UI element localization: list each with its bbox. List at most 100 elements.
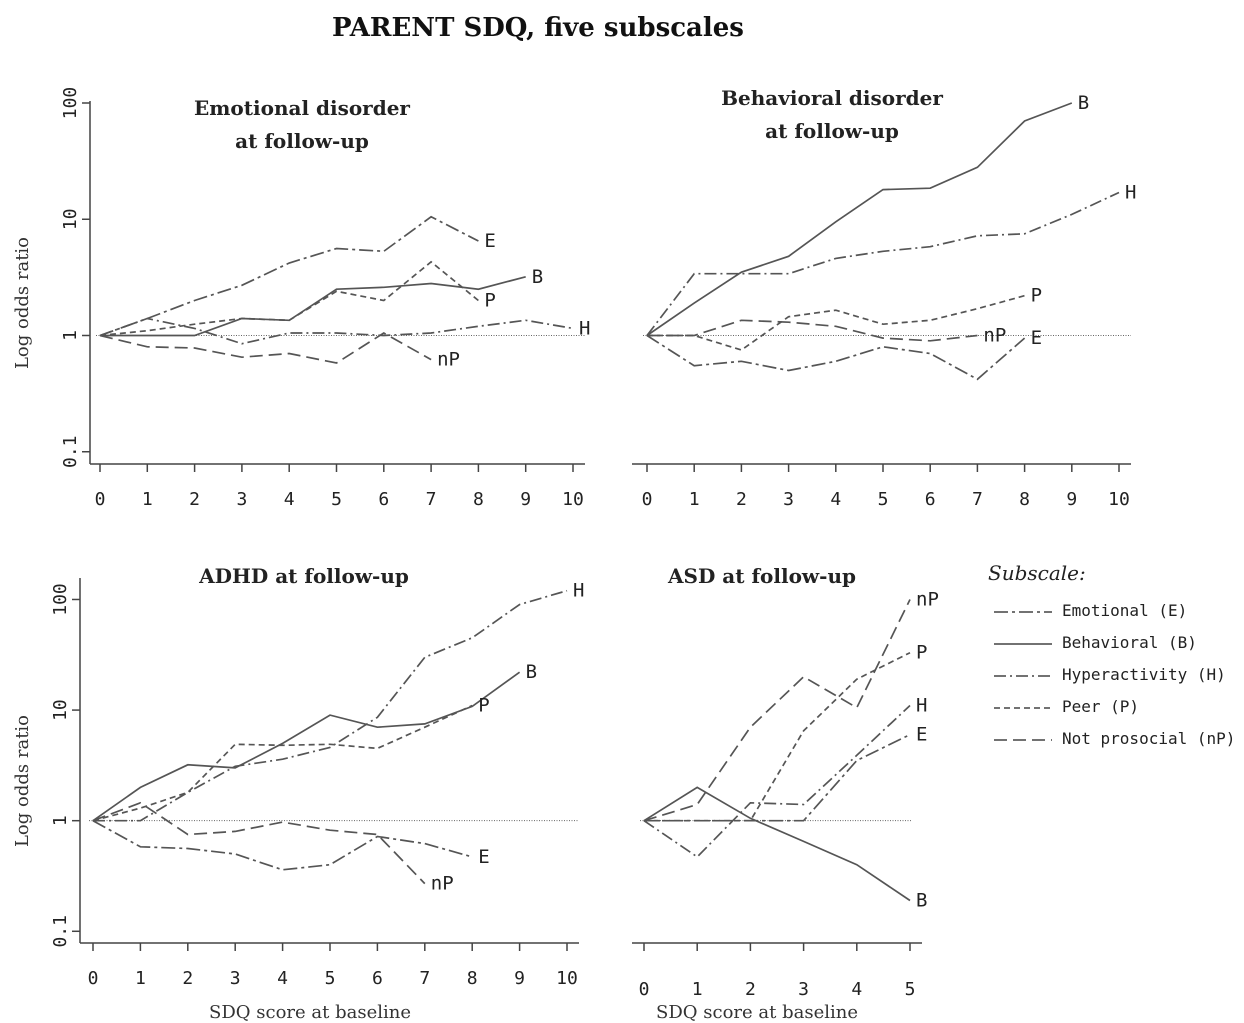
y-axis-label: Log odds ratio <box>12 715 33 847</box>
series-label-P: P <box>478 694 489 716</box>
series-label-B: B <box>526 661 537 683</box>
x-tick-label: 1 <box>135 968 146 989</box>
series-label-E: E <box>484 230 495 252</box>
x-tick-label: 5 <box>878 489 889 510</box>
x-tick-label: 4 <box>284 489 295 510</box>
series-label-H: H <box>573 580 584 602</box>
legend-title: Subscale: <box>988 561 1086 585</box>
x-tick-label: 4 <box>830 489 841 510</box>
panel-title: ADHD at follow-up <box>198 564 409 588</box>
panel-title: ASD at follow-up <box>667 564 856 588</box>
y-tick-label: 0.1 <box>60 435 81 468</box>
series-line-nP <box>643 599 911 822</box>
series-line-H <box>93 589 568 822</box>
y-tick-label: 100 <box>60 87 81 120</box>
series-label-B: B <box>916 889 927 911</box>
series-label-H: H <box>579 317 590 339</box>
x-tick-label: 2 <box>182 968 193 989</box>
x-tick-label: 3 <box>236 489 247 510</box>
panel-2: Behavioral disorder at follow-up 0 1 2 3 4 5 6 7 8… <box>632 86 1136 510</box>
figure-title: PARENT SDQ, five subscales <box>332 13 744 43</box>
x-tick-label: 6 <box>372 968 383 989</box>
panel-title: Emotional disorder <box>194 96 410 120</box>
legend-label-B: Behavioral (B) <box>1062 633 1197 652</box>
series-label-P: P <box>484 289 495 311</box>
series-line-nP <box>92 801 426 885</box>
y-tick-label: 1 <box>60 330 81 341</box>
x-tick-label: 1 <box>692 979 703 1000</box>
x-tick-label: 3 <box>798 979 809 1000</box>
x-tick-label: 2 <box>745 979 756 1000</box>
series-line-B <box>643 786 911 902</box>
series-line-P <box>99 260 479 337</box>
series-line-H <box>643 704 911 859</box>
x-tick-label: 6 <box>925 489 936 510</box>
series-label-E: E <box>1031 327 1042 349</box>
x-tick-label: 0 <box>95 489 106 510</box>
x-tick-label: 0 <box>639 979 650 1000</box>
x-tick-label: 8 <box>1019 489 1030 510</box>
series-label-nP: nP <box>431 873 454 895</box>
series-label-P: P <box>916 642 927 664</box>
panel-title: at follow-up <box>765 119 899 143</box>
panel-4: ASD at follow-up 0 1 2 3 4 5 SDQ score at basel… <box>632 564 939 1023</box>
x-tick-label: 5 <box>905 979 916 1000</box>
x-tick-label: 7 <box>426 489 437 510</box>
series-label-nP: nP <box>983 324 1006 346</box>
x-tick-label: 0 <box>88 968 99 989</box>
series-label-E: E <box>916 724 927 746</box>
panel-title: Behavioral disorder <box>721 86 943 110</box>
x-tick-label: 1 <box>142 489 153 510</box>
series-line-E <box>99 215 479 337</box>
series-label-E: E <box>478 846 489 868</box>
legend-label-nP: Not prosocial (nP) <box>1062 729 1235 748</box>
x-tick-label: 3 <box>230 968 241 989</box>
legend-label-E: Emotional (E) <box>1062 601 1187 620</box>
y-tick-label: 10 <box>50 699 71 721</box>
series-line-B <box>100 275 526 337</box>
y-axis-label: Log odds ratio <box>12 237 33 369</box>
series-label-B: B <box>532 266 543 288</box>
x-tick-label: 2 <box>736 489 747 510</box>
panel-3: ADHD at follow-up 0 1 2 3 4 5 6 7 8 9 10 0.1 1 10 100 Lo… <box>12 564 584 1023</box>
x-tick-label: 3 <box>783 489 794 510</box>
x-tick-label: 0 <box>642 489 653 510</box>
legend-label-H: Hyperactivity (H) <box>1062 665 1226 684</box>
x-tick-label: 10 <box>562 489 584 510</box>
x-tick-label: 4 <box>277 968 288 989</box>
y-tick-label: 10 <box>60 208 81 230</box>
x-axis-label: SDQ score at baseline <box>656 1002 858 1023</box>
series-line-E <box>644 733 911 822</box>
series-label-nP: nP <box>916 588 939 610</box>
x-tick-label: 10 <box>1108 489 1130 510</box>
x-axis-label: SDQ score at baseline <box>209 1002 411 1023</box>
x-tick-label: 8 <box>467 968 478 989</box>
series-line-B <box>646 102 1073 337</box>
series-label-H: H <box>1125 181 1136 203</box>
series-line-P <box>647 294 1025 351</box>
x-tick-label: 7 <box>972 489 983 510</box>
series-line-nP <box>647 319 978 342</box>
x-tick-label: 6 <box>378 489 389 510</box>
legend: Subscale: Emotional (E) Behavioral (B) Hype… <box>988 561 1235 748</box>
x-tick-label: 9 <box>514 968 525 989</box>
x-tick-label: 7 <box>419 968 430 989</box>
y-tick-label: 0.1 <box>50 915 71 948</box>
x-tick-label: 9 <box>520 489 531 510</box>
panel-1: Emotional disorder at follow-up 0 1 2 3 4 5 6 7 8 9… <box>12 87 590 510</box>
series-label-H: H <box>916 694 927 716</box>
series-line-P <box>92 704 473 822</box>
series-label-P: P <box>1031 285 1042 307</box>
x-tick-label: 10 <box>556 968 578 989</box>
series-line-E <box>92 819 473 871</box>
x-tick-label: 5 <box>325 968 336 989</box>
x-tick-label: 8 <box>473 489 484 510</box>
legend-label-P: Peer (P) <box>1062 697 1139 716</box>
panels: Emotional disorder at follow-up 0 1 2 3 4 5 6 7 8 9… <box>12 86 1136 1023</box>
y-tick-label: 100 <box>50 583 71 616</box>
series-label-nP: nP <box>437 349 460 371</box>
x-tick-label: 9 <box>1066 489 1077 510</box>
x-tick-label: 5 <box>331 489 342 510</box>
series-line-H <box>99 317 574 345</box>
